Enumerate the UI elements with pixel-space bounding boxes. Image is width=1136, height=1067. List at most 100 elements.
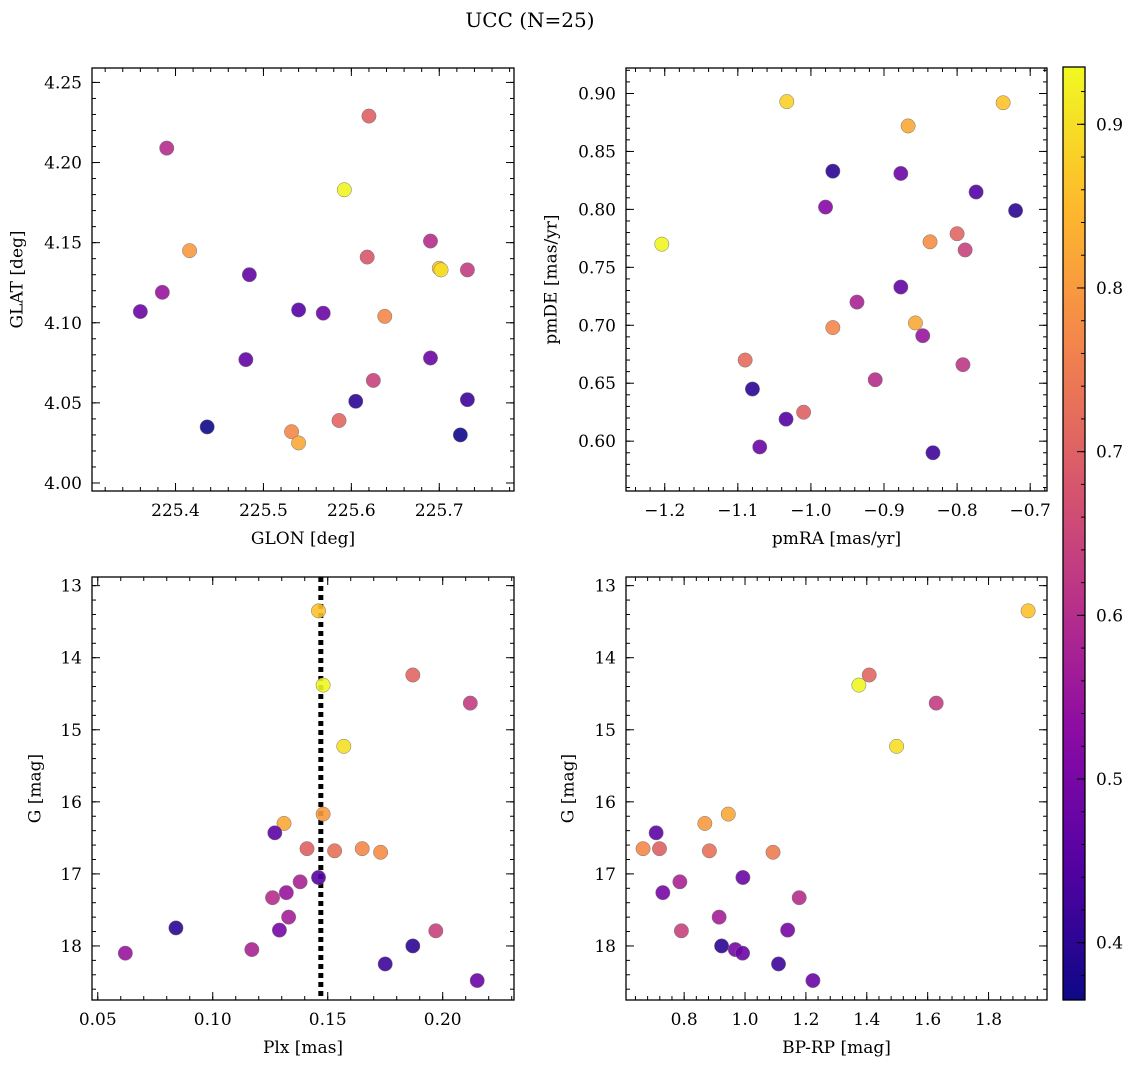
- ticks: [626, 577, 1047, 1000]
- data-point: [949, 226, 965, 242]
- x-tick-label: −1.1: [717, 501, 758, 521]
- figure-title: UCC (N=25): [465, 8, 594, 32]
- x-axis-label: BP-RP [mag]: [782, 1038, 891, 1058]
- data-point: [907, 315, 923, 331]
- y-tick-label: 14: [594, 649, 616, 669]
- x-tick-label: 225.4: [151, 501, 200, 521]
- y-tick-label: 4.10: [44, 314, 82, 334]
- data-point: [365, 372, 381, 388]
- data-point: [893, 166, 909, 181]
- data-point: [849, 294, 865, 310]
- y-tick-label: 4.05: [44, 394, 82, 414]
- data-point: [265, 890, 280, 906]
- data-point: [244, 942, 260, 958]
- data-point: [652, 841, 667, 857]
- data-point: [1020, 603, 1036, 619]
- data-point: [428, 923, 444, 939]
- y-tick-label: 13: [594, 577, 616, 597]
- y-tick-label: 18: [60, 937, 82, 957]
- ticks: [92, 577, 514, 1000]
- data-point: [714, 938, 730, 954]
- x-axis-label: GLON [deg]: [251, 529, 355, 549]
- data-point: [452, 427, 468, 443]
- y-tick-label: 0.80: [578, 200, 616, 220]
- x-tick-label: 225.7: [415, 501, 464, 521]
- colorbar: 0.4 0.5 0.6 0.7 0.8 0.9: [1062, 66, 1123, 1001]
- data-point: [867, 372, 883, 388]
- axes-frame: [625, 576, 1048, 1001]
- data-point: [315, 806, 331, 822]
- data-point: [154, 284, 170, 300]
- y-tick-label: 16: [60, 793, 82, 813]
- data-point: [752, 439, 768, 455]
- data-point: [825, 163, 841, 179]
- data-point: [697, 815, 713, 831]
- data-point: [791, 890, 807, 906]
- x-tick-label: −1.2: [644, 501, 685, 521]
- x-tick-label: −0.8: [936, 501, 977, 521]
- data-point: [648, 825, 664, 841]
- data-point: [291, 435, 307, 451]
- data-point: [336, 182, 352, 198]
- x-tick-label: 1.4: [853, 1010, 880, 1030]
- data-point: [655, 885, 671, 901]
- data-point: [433, 262, 449, 278]
- data-point: [423, 350, 438, 366]
- data-point: [299, 841, 315, 857]
- data-point: [361, 108, 377, 124]
- y-axis-label: G [mag]: [559, 754, 579, 823]
- data-point: [241, 267, 257, 283]
- x-tick-label: 0.10: [194, 1010, 232, 1030]
- data-point: [779, 94, 795, 110]
- colorbar-tick-label: 0.8: [1096, 279, 1123, 299]
- ticks: [92, 68, 514, 491]
- y-tick-label: 17: [60, 865, 82, 885]
- y-tick-label: 4.00: [44, 474, 82, 494]
- x-tick-label: −1.0: [790, 501, 831, 521]
- y-tick-label: 0.90: [578, 84, 616, 104]
- data-point: [673, 923, 689, 939]
- y-tick-label: 17: [594, 865, 616, 885]
- data-point: [281, 909, 297, 925]
- y-tick-label: 0.85: [578, 142, 616, 162]
- y-tick-label: 0.65: [578, 374, 616, 394]
- data-point: [423, 233, 438, 249]
- data-point: [765, 844, 781, 860]
- data-point: [331, 413, 347, 428]
- data-point: [635, 841, 651, 857]
- data-point: [915, 328, 931, 344]
- data-point: [922, 234, 938, 250]
- colorbar-gradient: [1063, 67, 1085, 1000]
- data-point: [354, 841, 370, 857]
- colorbar-tick-label: 0.4: [1096, 934, 1123, 954]
- data-point: [199, 419, 215, 435]
- y-tick-label: 0.70: [578, 316, 616, 336]
- scatter-points: [654, 94, 1024, 461]
- data-point: [117, 945, 133, 961]
- data-point: [377, 308, 393, 324]
- y-axis-label: G [mag]: [26, 754, 46, 823]
- data-point: [893, 279, 909, 295]
- data-point: [315, 305, 331, 321]
- scatter-points: [635, 603, 1036, 988]
- data-point: [311, 870, 326, 885]
- data-point: [132, 304, 148, 319]
- y-tick-label: 14: [60, 649, 82, 669]
- scatter-points: [117, 603, 485, 988]
- data-point: [291, 302, 307, 318]
- y-axis-label: GLAT [deg]: [8, 230, 28, 328]
- data-point: [348, 393, 364, 409]
- axes-frame: [91, 67, 515, 492]
- y-tick-label: 4.20: [44, 154, 82, 174]
- y-axis-label: pmDE [mas/yr]: [542, 214, 562, 344]
- data-point: [168, 920, 184, 936]
- data-point: [315, 677, 331, 693]
- data-point: [711, 909, 727, 925]
- colorbar-tick-label: 0.7: [1096, 443, 1123, 463]
- y-tick-label: 15: [594, 721, 616, 741]
- data-point: [159, 140, 175, 156]
- data-point: [780, 922, 796, 938]
- data-point: [995, 95, 1011, 111]
